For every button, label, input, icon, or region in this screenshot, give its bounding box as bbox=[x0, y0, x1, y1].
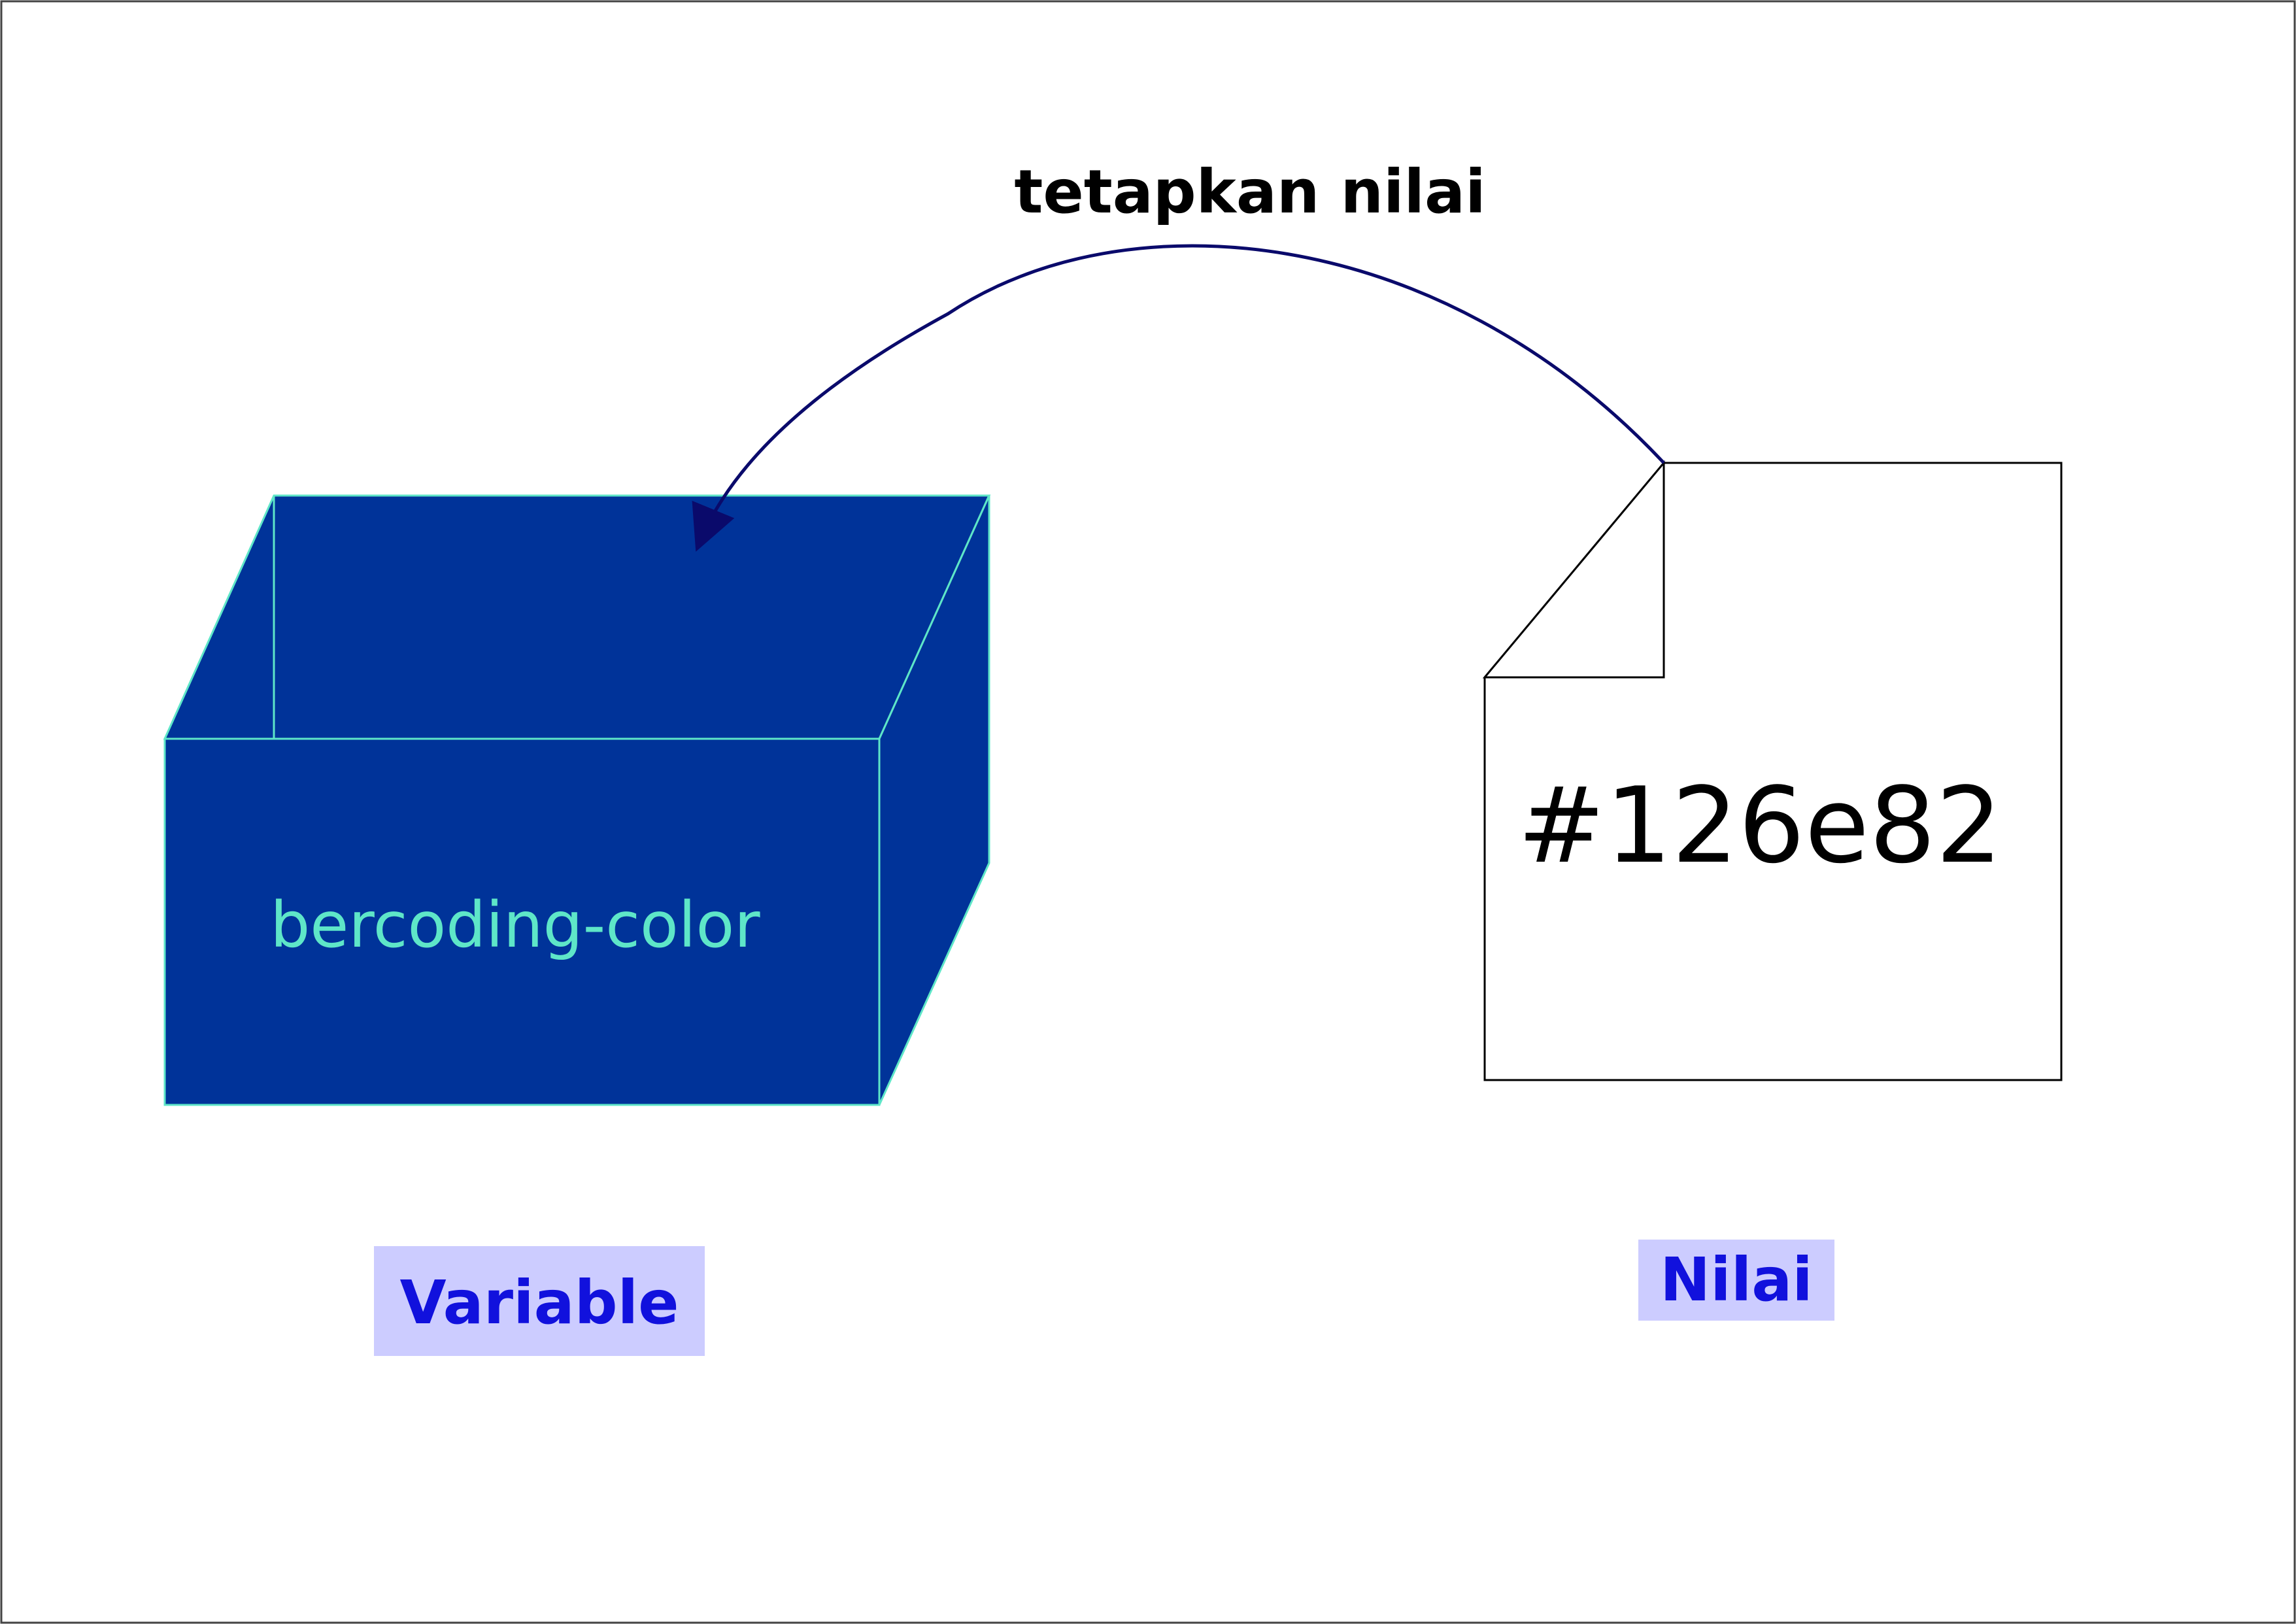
value-tag: Nilai bbox=[1660, 1245, 1813, 1315]
variable-tag-background bbox=[374, 1246, 705, 1356]
assign-value-label: tetapkan nilai bbox=[1014, 157, 1485, 227]
box-front-panel bbox=[163, 737, 881, 1106]
box-back-panel bbox=[163, 494, 991, 740]
assign-arrow bbox=[692, 244, 1665, 552]
value-tag-background bbox=[1638, 1240, 1834, 1321]
value-text: #126e82 bbox=[1517, 764, 2002, 887]
variable-tag: Variable bbox=[399, 1268, 679, 1338]
variable-name-label: bercoding-color bbox=[270, 888, 760, 962]
document-folded-corner bbox=[1482, 460, 1665, 679]
